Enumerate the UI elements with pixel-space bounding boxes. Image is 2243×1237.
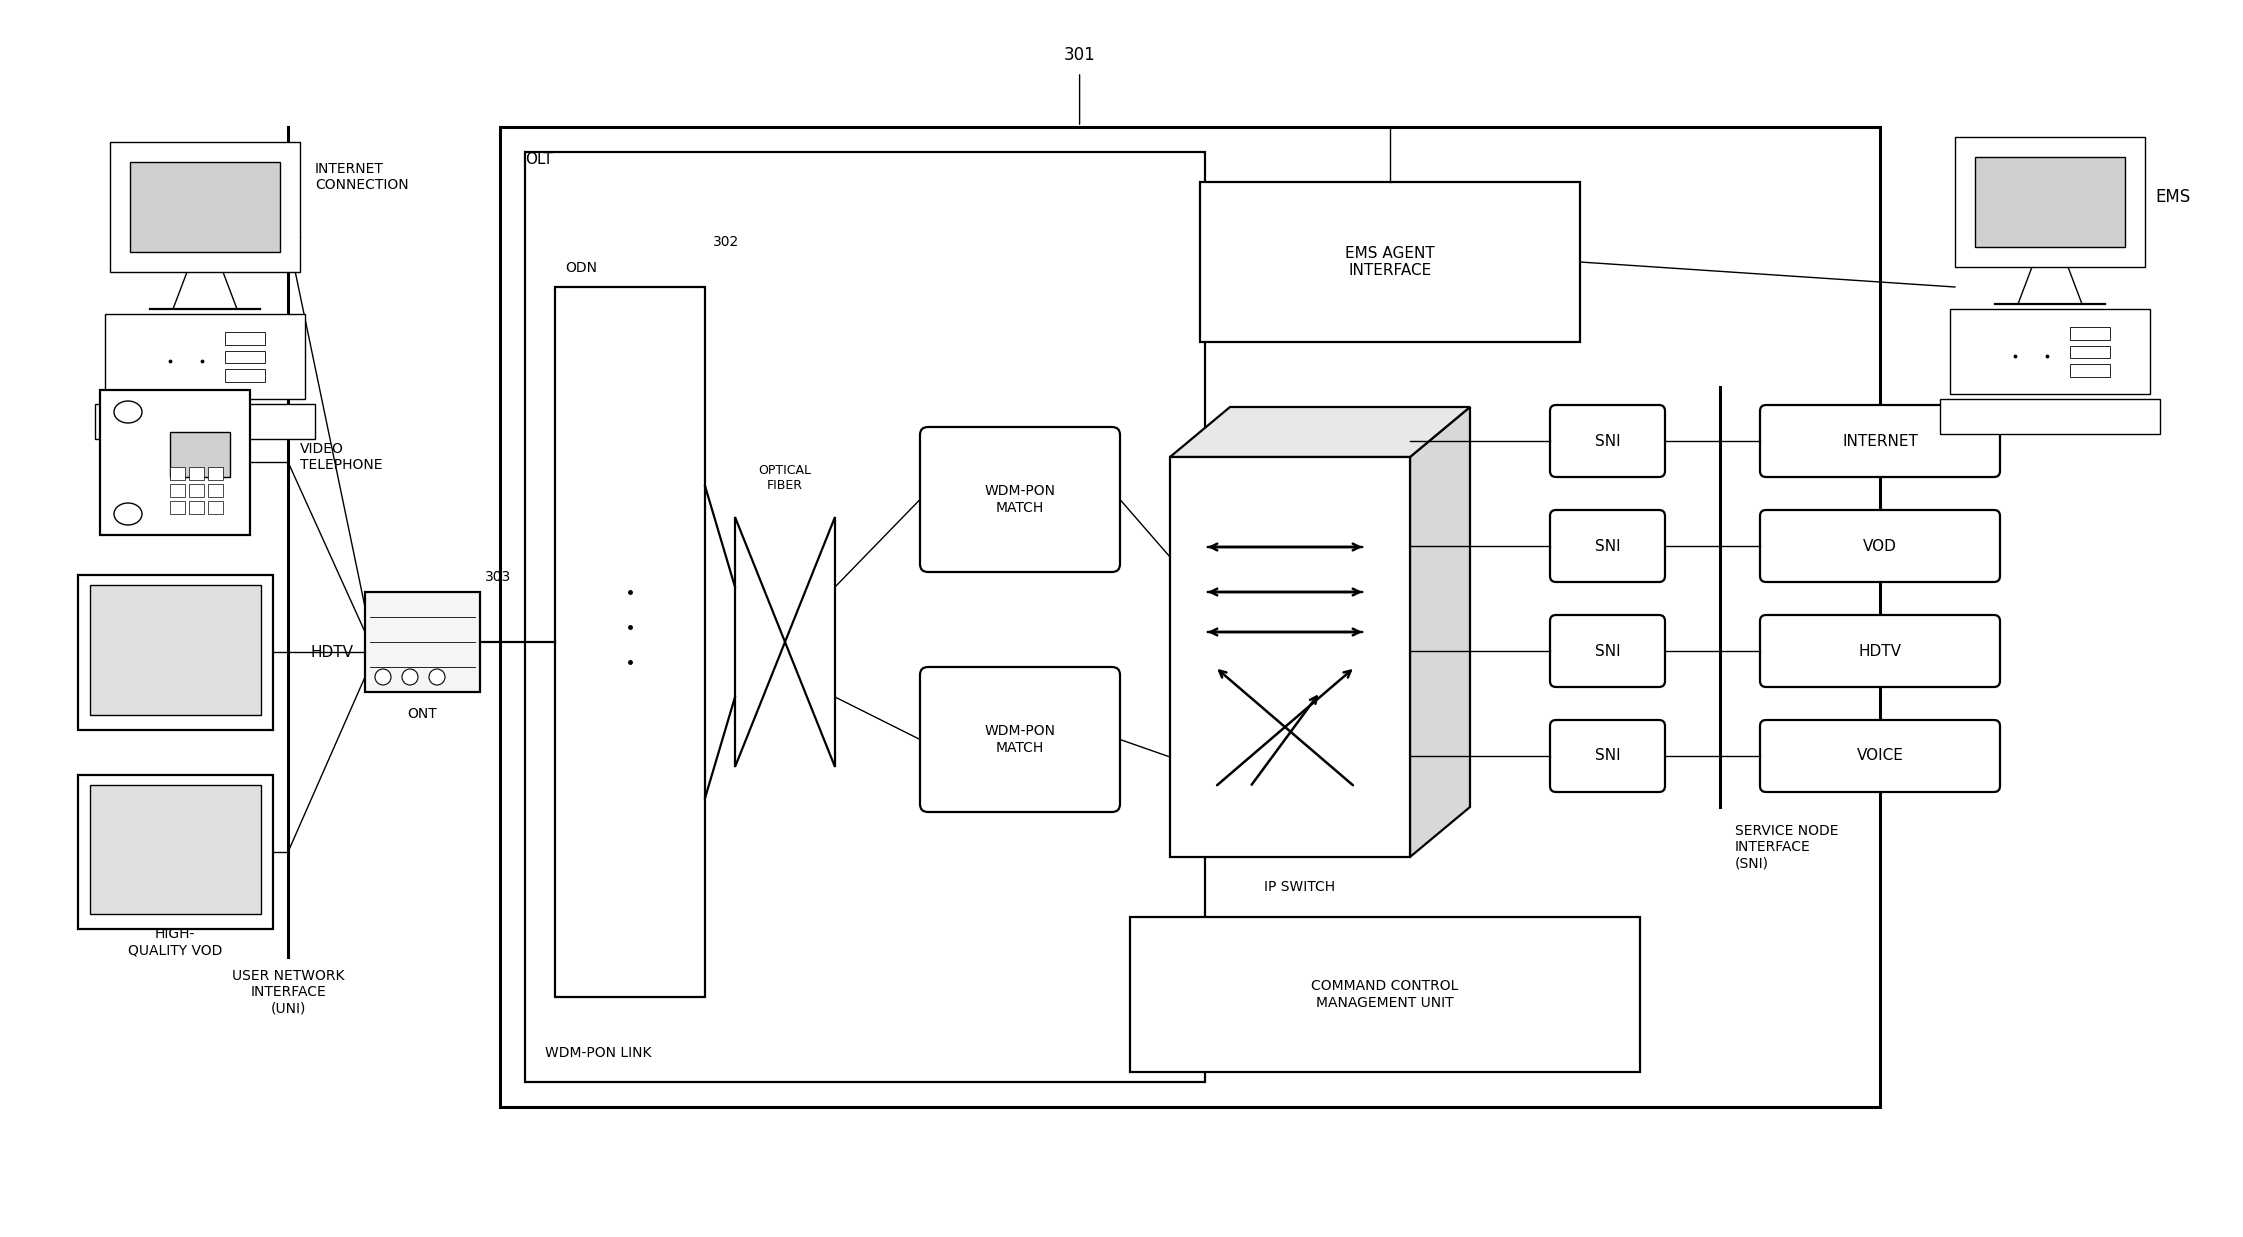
Text: VOICE: VOICE <box>1857 748 1904 763</box>
FancyBboxPatch shape <box>1949 309 2151 395</box>
FancyBboxPatch shape <box>224 370 265 382</box>
Circle shape <box>375 669 390 685</box>
Text: VIDEO
TELEPHONE: VIDEO TELEPHONE <box>301 442 384 473</box>
FancyBboxPatch shape <box>1200 182 1579 341</box>
FancyBboxPatch shape <box>1130 917 1640 1072</box>
FancyBboxPatch shape <box>130 162 280 252</box>
FancyBboxPatch shape <box>170 484 184 497</box>
FancyBboxPatch shape <box>170 468 184 480</box>
Text: INTERNET
CONNECTION: INTERNET CONNECTION <box>314 162 408 192</box>
Text: SNI: SNI <box>1595 433 1619 449</box>
FancyBboxPatch shape <box>209 484 222 497</box>
FancyBboxPatch shape <box>209 501 222 515</box>
Text: ONT: ONT <box>408 708 437 721</box>
FancyBboxPatch shape <box>1550 720 1664 792</box>
Text: WDM-PON
MATCH: WDM-PON MATCH <box>985 485 1056 515</box>
FancyBboxPatch shape <box>1940 400 2160 434</box>
FancyBboxPatch shape <box>105 314 305 400</box>
FancyBboxPatch shape <box>1761 615 2001 687</box>
Text: 301: 301 <box>1063 46 1095 64</box>
FancyBboxPatch shape <box>79 774 271 929</box>
Text: HDTV: HDTV <box>1859 643 1902 658</box>
FancyBboxPatch shape <box>1976 157 2124 247</box>
FancyBboxPatch shape <box>101 390 249 534</box>
FancyBboxPatch shape <box>920 667 1119 811</box>
FancyBboxPatch shape <box>1956 137 2144 267</box>
Text: WDM-PON
MATCH: WDM-PON MATCH <box>985 725 1056 755</box>
FancyBboxPatch shape <box>500 127 1880 1107</box>
FancyBboxPatch shape <box>1761 404 2001 477</box>
Text: INTERNET: INTERNET <box>1842 433 1918 449</box>
FancyBboxPatch shape <box>94 404 314 439</box>
FancyBboxPatch shape <box>2070 327 2111 340</box>
Text: SERVICE NODE
INTERFACE
(SNI): SERVICE NODE INTERFACE (SNI) <box>1736 824 1839 870</box>
Circle shape <box>428 669 444 685</box>
Text: USER NETWORK
INTERFACE
(UNI): USER NETWORK INTERFACE (UNI) <box>231 969 343 1016</box>
Text: VOD: VOD <box>1864 538 1898 553</box>
FancyBboxPatch shape <box>170 501 184 515</box>
Text: SNI: SNI <box>1595 748 1619 763</box>
FancyBboxPatch shape <box>209 468 222 480</box>
FancyBboxPatch shape <box>170 432 231 477</box>
Text: 303: 303 <box>484 570 511 584</box>
Text: 302: 302 <box>713 235 740 249</box>
FancyBboxPatch shape <box>1550 404 1664 477</box>
Circle shape <box>401 669 417 685</box>
FancyBboxPatch shape <box>110 142 301 272</box>
FancyBboxPatch shape <box>525 152 1204 1082</box>
Text: HDTV: HDTV <box>310 644 352 659</box>
Text: SNI: SNI <box>1595 643 1619 658</box>
Text: OPTICAL
FIBER: OPTICAL FIBER <box>758 464 812 492</box>
FancyBboxPatch shape <box>188 484 204 497</box>
Text: EMS: EMS <box>2156 188 2189 207</box>
FancyBboxPatch shape <box>1550 510 1664 581</box>
FancyBboxPatch shape <box>554 287 704 997</box>
FancyBboxPatch shape <box>90 585 260 715</box>
Text: WDM-PON LINK: WDM-PON LINK <box>545 1047 650 1060</box>
FancyBboxPatch shape <box>188 468 204 480</box>
Polygon shape <box>1411 407 1469 857</box>
Text: SNI: SNI <box>1595 538 1619 553</box>
Ellipse shape <box>114 503 141 524</box>
FancyBboxPatch shape <box>1761 510 2001 581</box>
FancyBboxPatch shape <box>188 501 204 515</box>
Text: COMMAND CONTROL
MANAGEMENT UNIT: COMMAND CONTROL MANAGEMENT UNIT <box>1312 980 1458 1009</box>
Text: OLT: OLT <box>525 152 552 167</box>
FancyBboxPatch shape <box>2070 364 2111 377</box>
FancyBboxPatch shape <box>90 784 260 914</box>
Polygon shape <box>1171 407 1469 456</box>
FancyBboxPatch shape <box>2070 345 2111 359</box>
Text: HIGH-
QUALITY VOD: HIGH- QUALITY VOD <box>128 927 222 957</box>
Text: EMS AGENT
INTERFACE: EMS AGENT INTERFACE <box>1346 246 1436 278</box>
Polygon shape <box>785 517 834 767</box>
FancyBboxPatch shape <box>1761 720 2001 792</box>
Polygon shape <box>736 517 785 767</box>
Polygon shape <box>1171 456 1411 857</box>
Ellipse shape <box>114 401 141 423</box>
FancyBboxPatch shape <box>224 332 265 345</box>
FancyBboxPatch shape <box>79 574 271 730</box>
FancyBboxPatch shape <box>920 427 1119 571</box>
Text: ODN: ODN <box>565 261 597 275</box>
FancyBboxPatch shape <box>366 593 480 691</box>
FancyBboxPatch shape <box>224 350 265 364</box>
Text: IP SWITCH: IP SWITCH <box>1265 880 1335 894</box>
FancyBboxPatch shape <box>1550 615 1664 687</box>
